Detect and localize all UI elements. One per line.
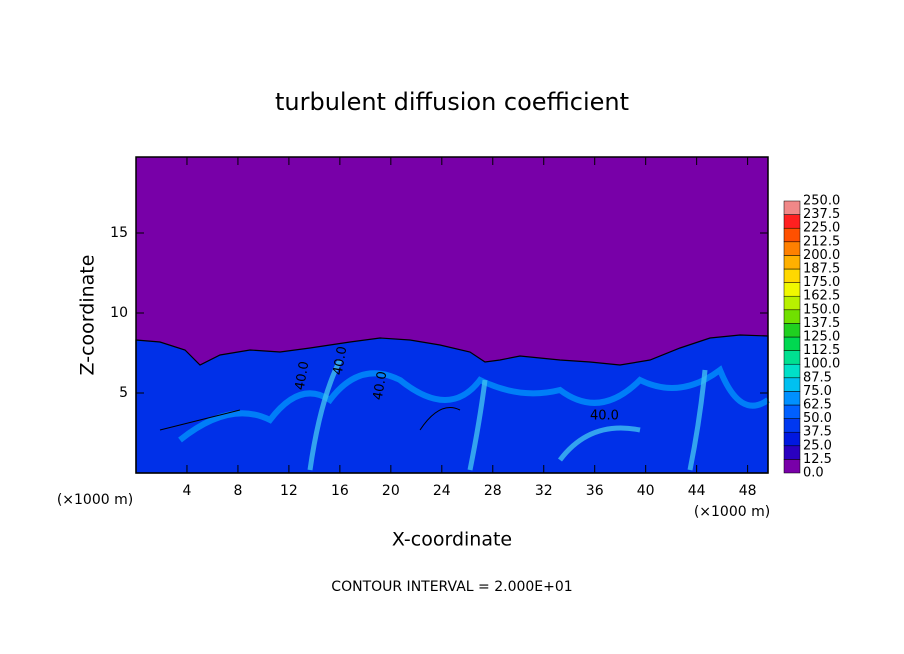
y-tick-label: 10 [110, 305, 128, 321]
colorbar-label: 125.0 [803, 330, 840, 345]
colorbar-bin [783, 309, 801, 324]
contour-line [159, 407, 461, 431]
x-tick-label: 24 [433, 483, 451, 499]
x-tick-label: 40 [637, 483, 655, 499]
x-tick-label: 48 [739, 483, 757, 499]
x-tick-label: 44 [688, 483, 706, 499]
x-tick-label: 8 [233, 483, 242, 499]
colorbar-bin [783, 200, 801, 215]
colorbar-label: 100.0 [803, 357, 840, 372]
colorbar-label: 200.0 [803, 248, 840, 263]
contour-label: 40.0 [331, 345, 351, 376]
field [135, 157, 770, 474]
colorbar-bin [783, 323, 801, 338]
colorbar-bin [783, 241, 801, 256]
y-tick-label: 15 [110, 225, 128, 241]
colorbar-label: 237.5 [803, 207, 840, 222]
colorbar-bin [783, 431, 801, 447]
colorbar-label: 175.0 [803, 275, 840, 290]
x-tick-label: 28 [484, 483, 502, 499]
colorbar-bin [783, 445, 801, 460]
field-streak [307, 358, 708, 471]
colorbar-label: 212.5 [803, 234, 840, 249]
colorbar-bin [783, 363, 801, 379]
colorbar-label: 225.0 [803, 221, 840, 236]
colorbar-label: 50.0 [803, 411, 832, 426]
colorbar-label: 162.5 [803, 289, 840, 304]
colorbar-label: 87.5 [803, 370, 832, 385]
colorbar-label: 37.5 [803, 425, 832, 440]
x-tick-label: 32 [535, 483, 553, 499]
x-unit-left: (×1000 m) [57, 492, 133, 508]
colorbar-bin [783, 459, 801, 474]
colorbar-bin [783, 295, 801, 311]
colorbar-bin [783, 282, 801, 297]
colorbar-bin [783, 336, 801, 351]
colorbar-label: 62.5 [803, 398, 832, 413]
colorbar-bin [783, 391, 801, 406]
colorbar-bin [783, 255, 801, 270]
colorbar-bin [783, 227, 801, 243]
x-unit-right: (×1000 m) [694, 504, 770, 520]
colorbar-label: 150.0 [803, 302, 840, 317]
x-tick-label: 12 [280, 483, 298, 499]
contour-label: 40.0 [371, 370, 391, 401]
field-streak [178, 365, 770, 443]
colorbar-label: 75.0 [803, 384, 832, 399]
colorbar-bin [783, 214, 801, 229]
colorbar-label: 137.5 [803, 316, 840, 331]
colorbar-label: 0.0 [803, 466, 824, 481]
y-tick-label: 5 [119, 385, 128, 401]
y-axis-label: Z-coordinate [77, 255, 99, 376]
x-tick-label: 4 [183, 483, 192, 499]
colorbar-bin [783, 404, 801, 419]
colorbar-label: 112.5 [803, 343, 840, 358]
plot-frame [135, 156, 769, 474]
footer-note: CONTOUR INTERVAL = 2.000E+01 [331, 579, 572, 595]
colorbar-bin [783, 350, 801, 365]
x-axis-label: X-coordinate [392, 529, 512, 551]
field-region [135, 334, 769, 474]
contour-label: 40.0 [293, 360, 313, 391]
x-tick-label: 36 [586, 483, 604, 499]
colorbar-label: 187.5 [803, 262, 840, 277]
colorbar-label: 250.0 [803, 194, 840, 209]
chart-title: turbulent diffusion coefficient [275, 88, 629, 116]
colorbar-label: 12.5 [803, 452, 832, 467]
colorbar-bin [783, 268, 801, 283]
colorbar-bin [783, 418, 801, 433]
colorbar-label: 25.0 [803, 438, 832, 453]
x-tick-label: 20 [382, 483, 400, 499]
contour-label: 40.0 [590, 409, 619, 424]
colorbar-bin [783, 377, 801, 392]
x-tick-label: 16 [331, 483, 349, 499]
